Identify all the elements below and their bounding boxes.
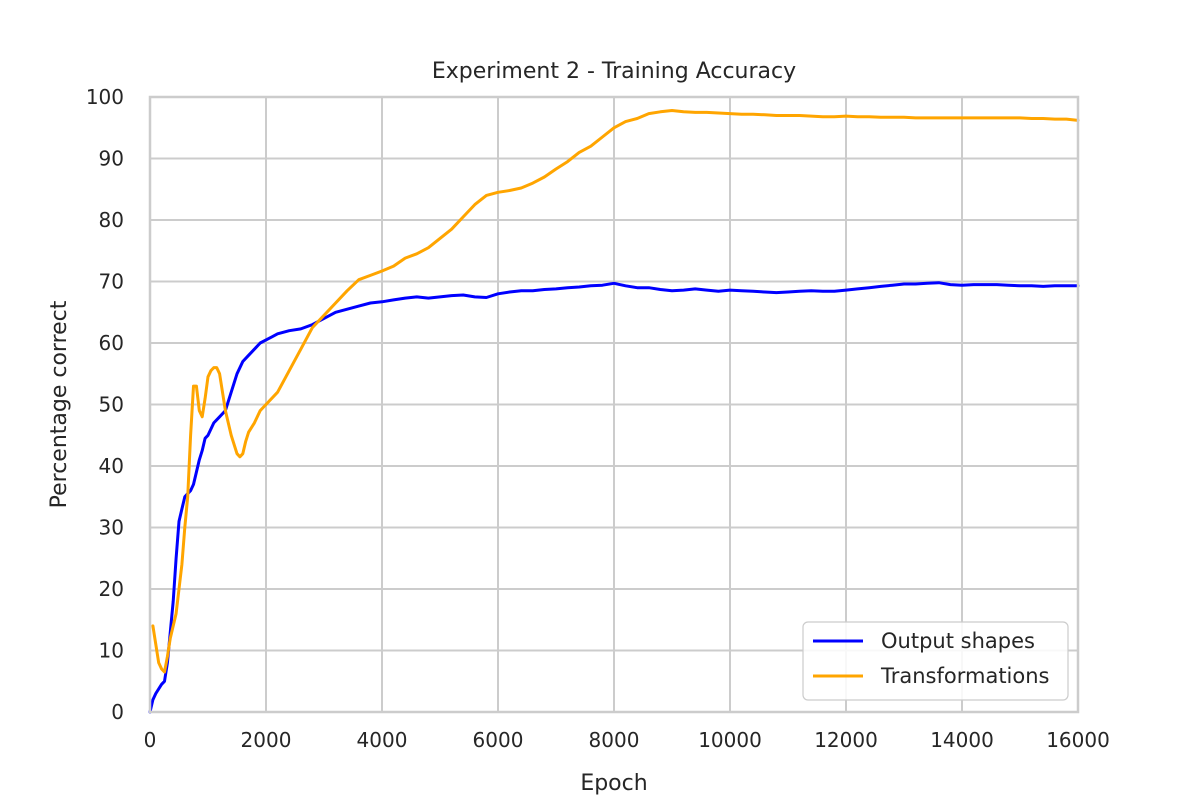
series-line-output-shapes bbox=[148, 281, 1080, 714]
y-tick-label: 70 bbox=[99, 270, 124, 294]
x-tick-label: 12000 bbox=[814, 728, 878, 752]
plot-frame bbox=[148, 95, 1080, 714]
y-tick-label: 10 bbox=[99, 639, 124, 663]
y-tick-label: 50 bbox=[99, 393, 124, 417]
x-tick-label: 8000 bbox=[589, 728, 640, 752]
chart-title: Experiment 2 - Training Accuracy bbox=[432, 59, 796, 84]
y-tick-label: 0 bbox=[111, 700, 124, 724]
x-axis-label: Epoch bbox=[580, 771, 647, 796]
y-tick-label: 100 bbox=[86, 85, 124, 109]
x-tick-label: 6000 bbox=[473, 728, 524, 752]
legend-label-output-shapes: Output shapes bbox=[881, 629, 1035, 653]
y-tick-label: 30 bbox=[99, 516, 124, 540]
series-line-transformations bbox=[151, 109, 1080, 674]
legend: Output shapes Transformations bbox=[802, 621, 1069, 701]
x-tick-label: 16000 bbox=[1046, 728, 1110, 752]
y-tick-labels: 0 10 20 30 40 50 60 70 80 90 100 bbox=[86, 85, 124, 724]
legend-box bbox=[802, 621, 1069, 701]
x-tick-label: 0 bbox=[144, 728, 157, 752]
y-axis-label: Percentage correct bbox=[47, 300, 72, 508]
y-tick-label: 90 bbox=[99, 147, 124, 171]
x-tick-label: 10000 bbox=[698, 728, 762, 752]
y-tick-label: 40 bbox=[99, 454, 124, 478]
x-tick-label: 4000 bbox=[357, 728, 408, 752]
x-tick-labels: 0 2000 4000 6000 8000 10000 12000 14000 16000 bbox=[144, 728, 1110, 752]
y-tick-label: 80 bbox=[99, 208, 124, 232]
x-tick-label: 2000 bbox=[241, 728, 292, 752]
series-layer bbox=[148, 109, 1080, 714]
y-tick-label: 20 bbox=[99, 577, 124, 601]
x-tick-label: 14000 bbox=[930, 728, 994, 752]
legend-label-transformations: Transformations bbox=[880, 664, 1050, 688]
y-tick-label: 60 bbox=[99, 331, 124, 355]
